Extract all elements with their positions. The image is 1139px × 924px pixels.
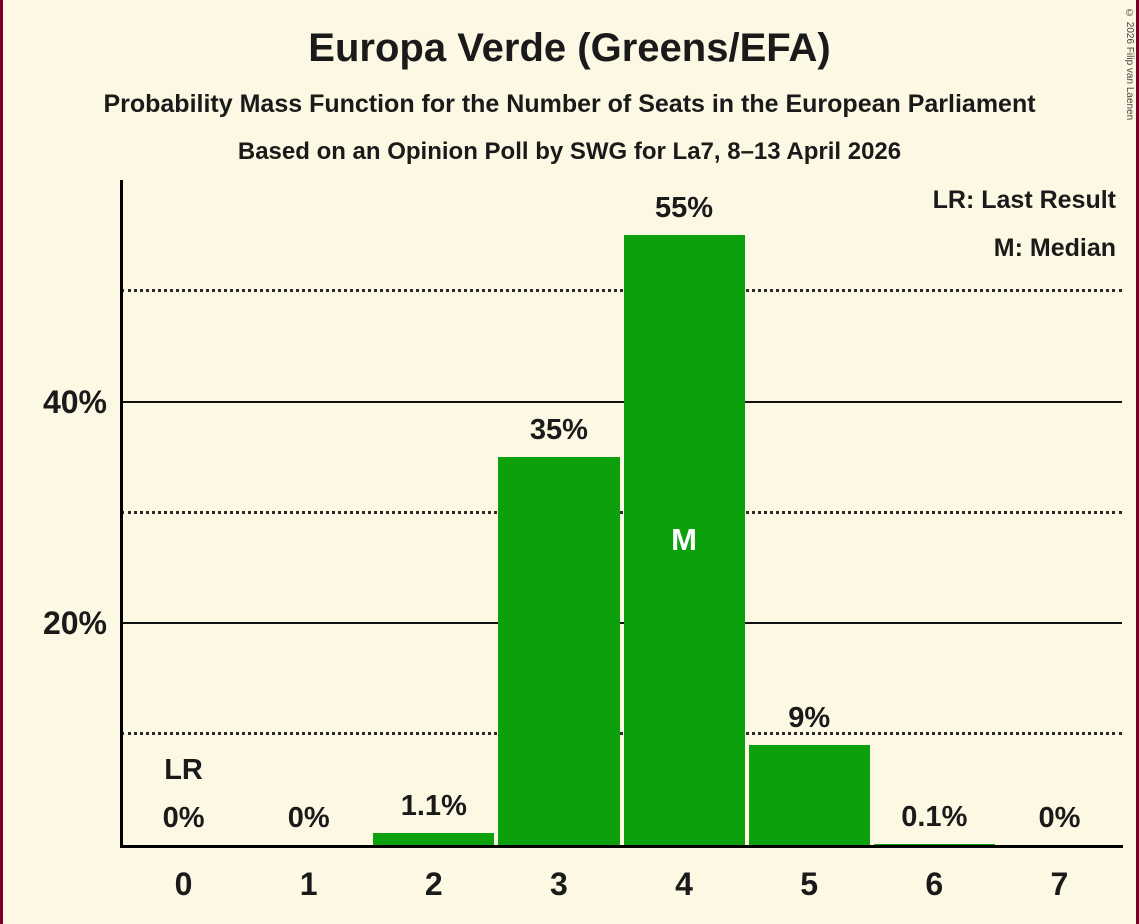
last-result-marker: LR <box>164 754 203 786</box>
x-axis-tick-seat-6: 6 <box>925 866 944 902</box>
gridline-dotted-10pct <box>121 732 1122 736</box>
bar-value-label-seat-5: 9% <box>788 702 831 735</box>
x-axis-tick-seat-3: 3 <box>550 866 568 902</box>
gridline-dotted-50pct <box>121 288 1122 292</box>
y-axis-tick-20%: 20% <box>42 605 107 642</box>
gridline-solid-20pct <box>121 622 1122 625</box>
x-axis-line <box>120 845 1123 848</box>
chart-title: Europa Verde (Greens/EFA) <box>308 26 831 70</box>
x-axis-tick-seat-4: 4 <box>675 866 693 902</box>
bar-value-label-seat-3: 35% <box>529 414 588 447</box>
gridline-solid-40pct <box>121 400 1122 403</box>
bar-value-label-seat-2: 1.1% <box>400 789 467 822</box>
bar-value-label-seat-7: 0% <box>1038 802 1081 834</box>
x-axis-tick-seat-7: 7 <box>1050 866 1069 902</box>
x-axis-tick-seat-1: 1 <box>299 866 318 902</box>
chart-subtitle-pmf: Probability Mass Function for the Number… <box>103 90 1036 118</box>
bar-value-label-seat-0: 0% <box>162 802 205 834</box>
bar-value-label-seat-4: 55% <box>655 192 714 225</box>
bar-value-label-seat-1: 0% <box>287 802 330 834</box>
bar-seat-6 <box>873 843 995 845</box>
x-axis-tick-seat-0: 0 <box>174 866 193 902</box>
median-marker: M <box>671 522 697 558</box>
gridline-dotted-30pct <box>121 510 1122 514</box>
chart-subtitle-poll: Based on an Opinion Poll by SWG for La7,… <box>237 138 902 165</box>
y-axis-tick-40%: 40% <box>42 383 107 420</box>
bar-seat-2 <box>373 832 495 845</box>
y-axis-line <box>120 180 123 848</box>
legend-last-result: LR: Last Result <box>932 186 1116 214</box>
x-axis-tick-seat-2: 2 <box>424 866 443 902</box>
bar-seat-5 <box>748 745 870 845</box>
legend-median: M: Median <box>993 234 1116 262</box>
copyright-notice: © 2026 Filip van Laenen <box>1124 8 1135 121</box>
x-axis-tick-seat-5: 5 <box>800 866 819 902</box>
plot-area: 20% 40% 0% LR 0 0% 1 1.1% 2 35% 3 55% M 4 9% 5 0.1% 6 0% 7 <box>3 0 1136 924</box>
bar-value-label-seat-6: 0.1% <box>901 800 968 833</box>
bar-seat-3 <box>498 457 620 845</box>
bar-seat-4 <box>623 235 745 845</box>
